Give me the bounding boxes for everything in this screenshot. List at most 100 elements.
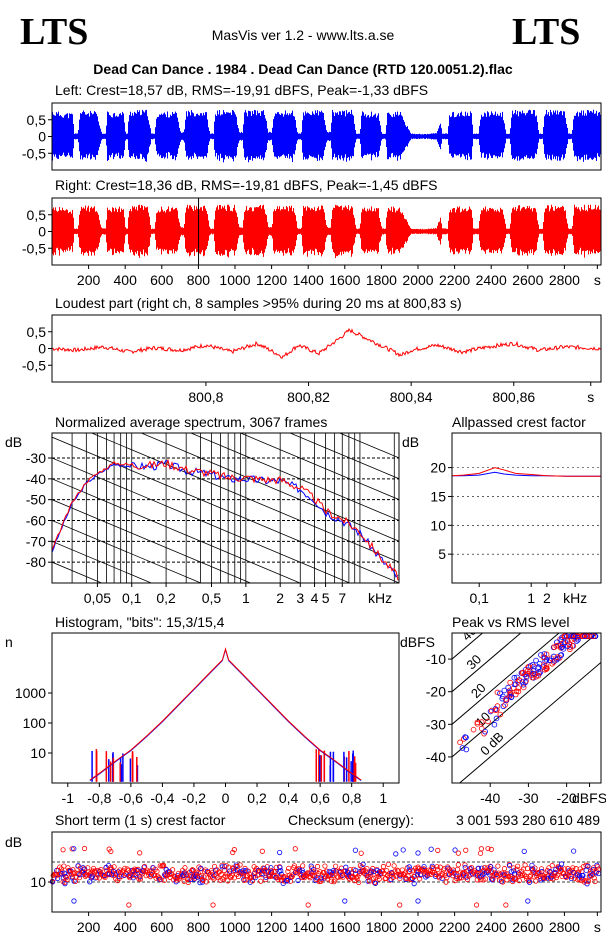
left-ytick-label: 0,5 bbox=[27, 112, 47, 128]
spectrum-grid bbox=[52, 433, 399, 583]
histogram-xtick-label: 0,4 bbox=[279, 790, 299, 806]
peakrms-point bbox=[507, 679, 513, 686]
shortterm-xtick-label: 2200 bbox=[439, 919, 470, 935]
shortterm-point bbox=[478, 846, 485, 852]
shortterm-point bbox=[584, 881, 590, 887]
peakrms-point bbox=[586, 633, 592, 640]
loudest-ytick-label: -0,5 bbox=[22, 357, 46, 373]
shortterm-point bbox=[525, 898, 531, 904]
shortterm-point bbox=[82, 866, 88, 872]
peakrms-point bbox=[513, 688, 520, 695]
shortterm-point bbox=[245, 868, 251, 874]
peakrms-point bbox=[519, 670, 526, 677]
shortterm-point bbox=[468, 865, 475, 871]
shortterm-point bbox=[407, 866, 413, 872]
shortterm-point bbox=[532, 865, 538, 871]
loudest-xtick-label: 800,86 bbox=[492, 389, 535, 405]
shortterm-point bbox=[415, 898, 421, 904]
right-waveform bbox=[52, 204, 601, 258]
shortterm-point bbox=[135, 866, 141, 872]
peakrms-point bbox=[553, 643, 560, 649]
peakrms-point bbox=[519, 679, 526, 685]
histogram-xtick-label: -0,6 bbox=[119, 790, 143, 806]
shortterm-point bbox=[335, 874, 341, 880]
spectrum-slope-line bbox=[52, 520, 202, 583]
shortterm-point bbox=[475, 865, 481, 871]
loudest-xtick-label: 800,8 bbox=[188, 389, 223, 405]
shortterm-point bbox=[405, 873, 411, 879]
shortterm-point bbox=[521, 848, 527, 854]
shortterm-xtick-label: 800 bbox=[187, 919, 211, 935]
right-xtick-label: 1200 bbox=[256, 272, 287, 288]
shortterm-point bbox=[463, 847, 469, 853]
right-xtick-label: 2200 bbox=[439, 272, 470, 288]
allpassed-ytick-label: 20 bbox=[430, 460, 446, 476]
allpassed-frame bbox=[451, 432, 602, 584]
spectrum-ytick-label: -60 bbox=[26, 513, 46, 529]
shortterm-point bbox=[291, 863, 298, 869]
shortterm-point bbox=[284, 878, 290, 884]
shortterm-point bbox=[233, 862, 239, 868]
spectrum-xtick-label: 0,1 bbox=[122, 590, 142, 606]
shortterm-point bbox=[571, 848, 577, 854]
shortterm-point bbox=[454, 875, 460, 882]
histogram-xtick-label: -0,8 bbox=[87, 790, 111, 806]
shortterm-point bbox=[217, 877, 223, 883]
spectrum-ylabel: dB bbox=[5, 434, 22, 450]
shortterm-point bbox=[521, 872, 527, 878]
peakrms-point bbox=[492, 706, 499, 712]
shortterm-point bbox=[343, 864, 349, 870]
shortterm-point bbox=[358, 850, 364, 856]
brand-left: LTS bbox=[20, 11, 88, 53]
shortterm-point bbox=[386, 871, 392, 877]
spectrum-xtick-label: kHz bbox=[368, 590, 392, 606]
spectrum-slope-line bbox=[289, 433, 399, 480]
right-xtick-label: 600 bbox=[150, 272, 174, 288]
shortterm-point bbox=[148, 872, 155, 878]
shortterm-point bbox=[522, 862, 528, 868]
histogram-title: Histogram, "bits": 15,3/15,4 bbox=[55, 614, 225, 630]
shortterm-point bbox=[461, 869, 467, 876]
peakrms-point bbox=[562, 633, 569, 640]
right-xtick-label: 1800 bbox=[366, 272, 397, 288]
spectrum-slope-line bbox=[52, 561, 103, 583]
peakrms-point bbox=[494, 689, 501, 696]
right-xtick-label: 2600 bbox=[512, 272, 543, 288]
peakrms-point bbox=[482, 728, 488, 735]
right-ytick-label: 0 bbox=[38, 224, 46, 240]
shortterm-point bbox=[513, 876, 519, 882]
peakrms-xtick-label: -20 bbox=[556, 790, 576, 806]
shortterm-point bbox=[488, 846, 494, 853]
peakrms-point bbox=[556, 655, 563, 661]
spectrum-slope-line bbox=[338, 433, 399, 459]
shortterm-point bbox=[111, 864, 117, 870]
shortterm-ytick-label: 10 bbox=[30, 874, 46, 890]
shortterm-ylabel: dB bbox=[5, 834, 22, 850]
file-title: Dead Can Dance . 1984 . Dead Can Dance (… bbox=[93, 61, 513, 77]
histogram-ytick-label: 10 bbox=[30, 745, 46, 761]
shortterm-point bbox=[574, 872, 580, 878]
shortterm-point bbox=[414, 872, 421, 878]
histogram-xtick-label: -0,4 bbox=[150, 790, 174, 806]
shortterm-point bbox=[473, 902, 480, 908]
shortterm-point bbox=[485, 845, 491, 852]
loudest-xtick-label: 800,84 bbox=[390, 389, 433, 405]
shortterm-xtick-label: 1600 bbox=[329, 919, 360, 935]
shortterm-point bbox=[495, 863, 501, 869]
shortterm-frame bbox=[51, 831, 602, 913]
peakrms-ytick-label: -40 bbox=[426, 749, 446, 765]
peakrms-point bbox=[491, 721, 498, 728]
shortterm-xtick-label: 200 bbox=[77, 919, 101, 935]
shortterm-point bbox=[512, 875, 518, 881]
shortterm-point bbox=[102, 874, 108, 881]
shortterm-point bbox=[385, 861, 391, 867]
peakrms-point bbox=[550, 659, 557, 665]
spectrum-xtick-label: 7 bbox=[338, 590, 346, 606]
shortterm-point bbox=[235, 873, 242, 880]
shortterm-point bbox=[393, 851, 399, 857]
shortterm-point bbox=[364, 872, 370, 878]
shortterm-point bbox=[412, 873, 418, 880]
right-xtick-label: 1600 bbox=[329, 272, 360, 288]
shortterm-point bbox=[378, 871, 384, 877]
checksum-label: Checksum (energy): bbox=[288, 812, 414, 828]
